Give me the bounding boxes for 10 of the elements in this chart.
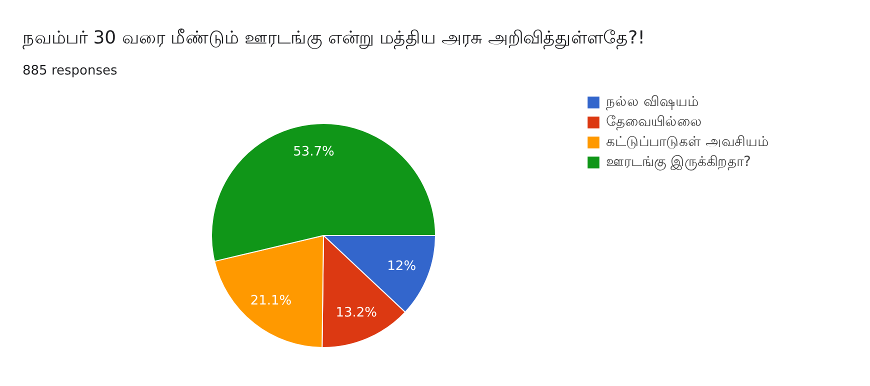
data-label: 13.2% [336, 305, 378, 320]
legend-label: தேவையில்லை [606, 113, 702, 131]
data-label: 53.7% [293, 144, 334, 160]
data-label: 12% [387, 258, 416, 274]
legend-label: கட்டுப்பாடுகள் அவசியம் [606, 133, 768, 151]
legend-label: ஊரடங்கு இருக்கிறதா? [606, 153, 751, 171]
data-label: 21.1% [250, 294, 292, 309]
chart-title: நவம்பர் 30 வரை மீண்டும் ஊரடங்கு என்று மத்திய அரசு அறிவித்துள்ளதே?! [22, 28, 645, 50]
text: 885 responses [22, 64, 118, 78]
legend-label: நல்ல விஷயம் [606, 93, 698, 111]
